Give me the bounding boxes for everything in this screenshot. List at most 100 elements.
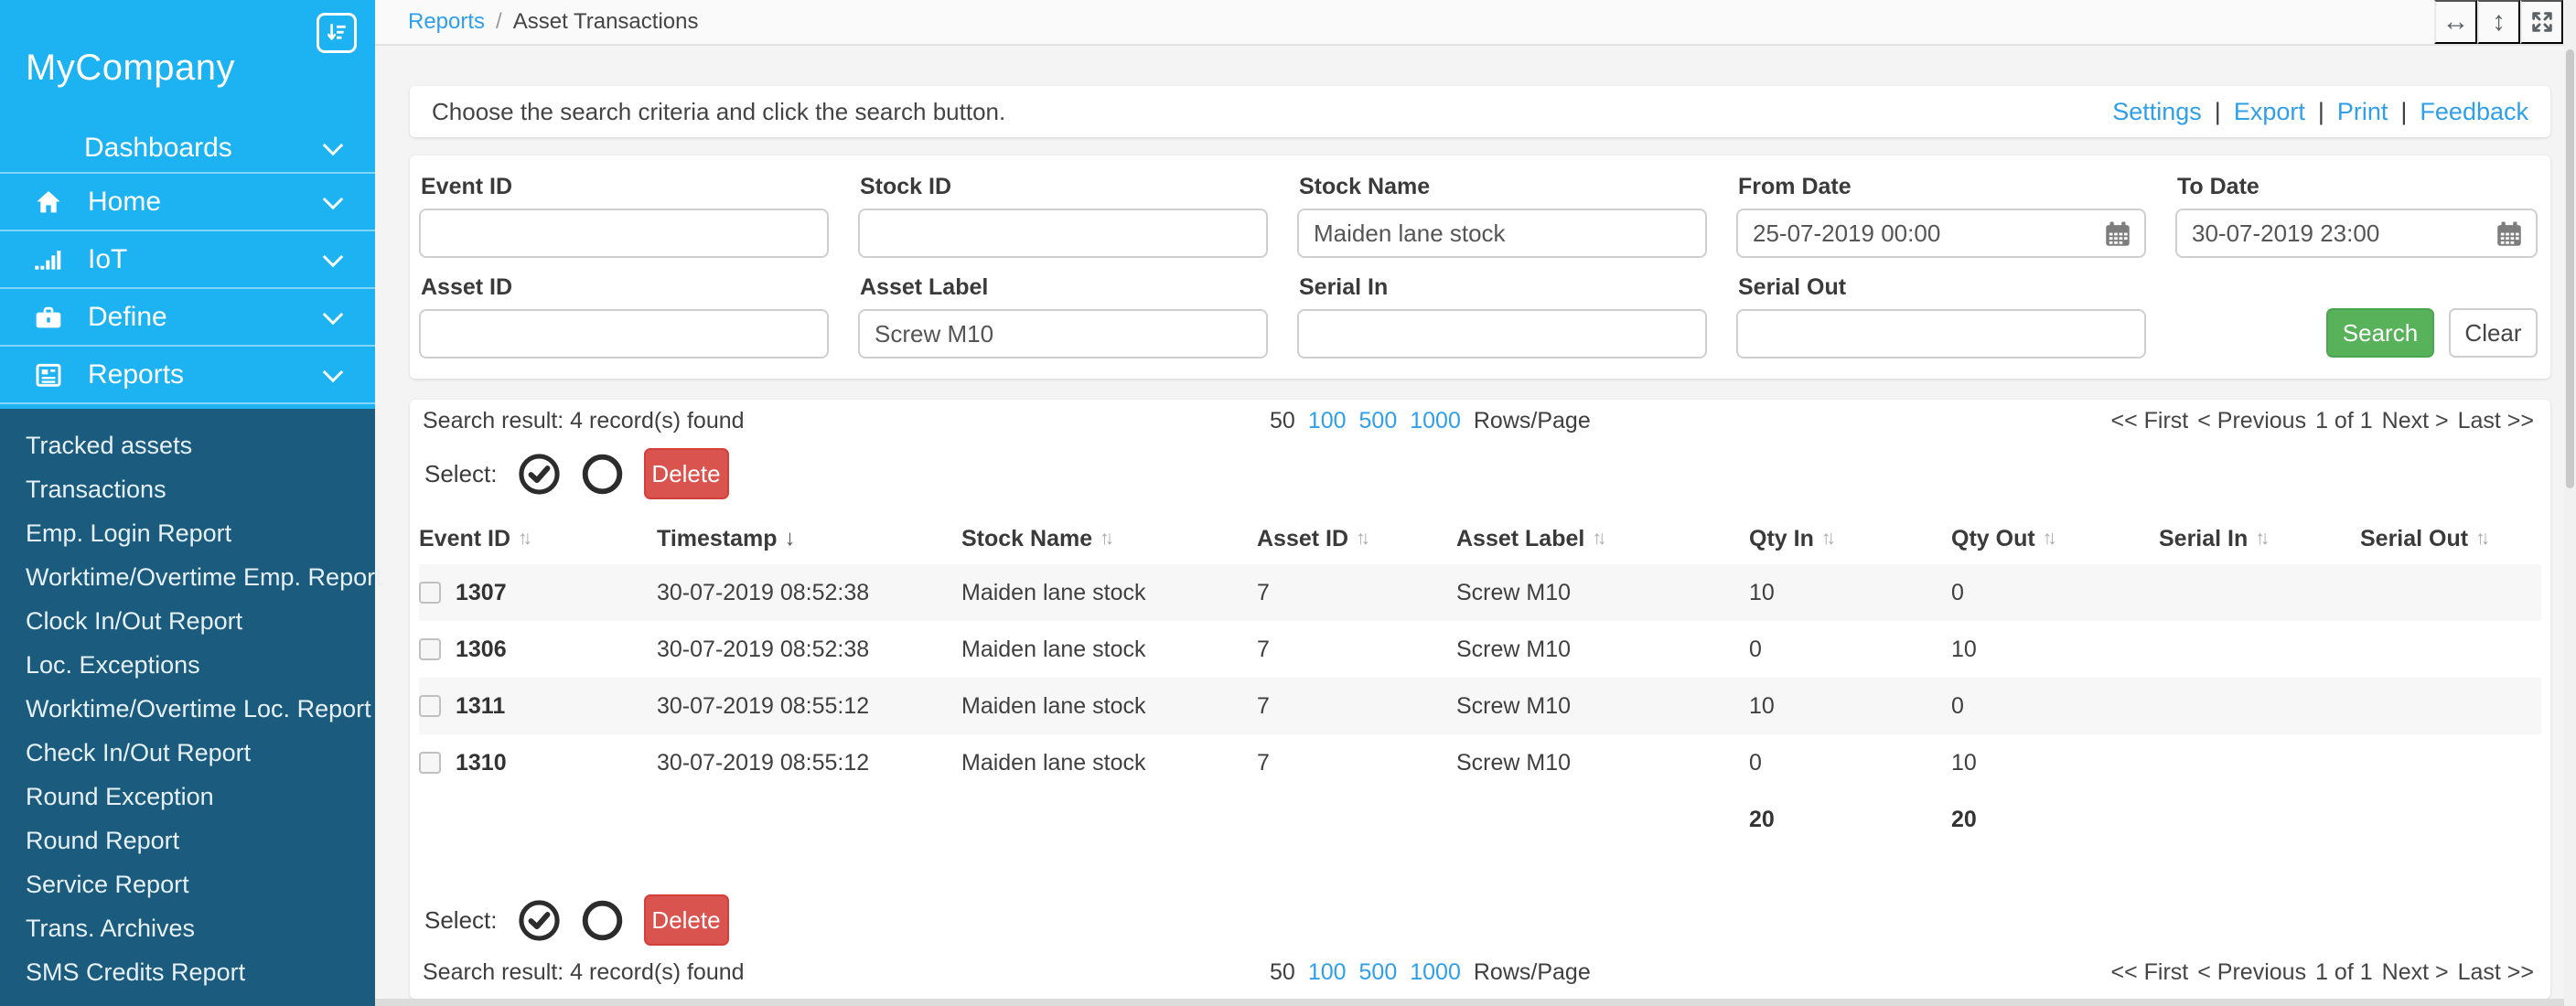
search-button[interactable]: Search (2326, 308, 2434, 358)
column-header-serial-out[interactable]: Serial Out ↑↓ (2360, 526, 2528, 552)
cell-asset-label: Screw M10 (1456, 749, 1572, 776)
fullscreen-button[interactable] (2520, 0, 2563, 44)
row-checkbox[interactable] (419, 752, 441, 774)
deselect-all-icon[interactable] (581, 453, 624, 496)
sort-icon: ↑↓ (1820, 528, 1836, 549)
column-header-asset-id[interactable]: Asset ID ↑↓ (1257, 526, 1456, 552)
sidebar-item-check-in-out-report[interactable]: Check In/Out Report (26, 739, 252, 766)
cell-asset-label: Screw M10 (1456, 579, 1572, 605)
sidebar-item-round-exception[interactable]: Round Exception (26, 783, 214, 810)
stock-id-label: Stock ID (860, 174, 952, 199)
sidebar-item-service-report[interactable]: Service Report (26, 871, 189, 898)
asset-id-field-group: Asset ID (419, 271, 829, 359)
sidebar-item-iot[interactable]: IoT (0, 230, 375, 287)
column-header-qty-out[interactable]: Qty Out ↑↓ (1951, 526, 2159, 552)
feedback-link[interactable]: Feedback (2420, 97, 2528, 125)
rows-per-page-1000[interactable]: 1000 (1410, 407, 1461, 433)
resize-horizontal-button[interactable]: ↔ (2434, 0, 2477, 44)
column-header-stock-name[interactable]: Stock Name ↑↓ (961, 526, 1257, 552)
sidebar-item-define[interactable]: Define (0, 287, 375, 345)
pagination-next[interactable]: Next > (2381, 958, 2449, 985)
stock-id-input[interactable] (858, 209, 1268, 258)
select-all-icon[interactable] (518, 899, 561, 942)
sidebar-item-round-report[interactable]: Round Report (26, 827, 180, 854)
horizontal-scrollbar[interactable] (375, 999, 2564, 1006)
rows-per-page-50[interactable]: 50 (1270, 958, 1295, 985)
event-id-input[interactable] (419, 209, 829, 258)
sidebar-item-clock-in-out-report[interactable]: Clock In/Out Report (26, 607, 243, 635)
column-header-serial-in[interactable]: Serial In ↑↓ (2159, 526, 2360, 552)
delete-button[interactable]: Delete (643, 448, 729, 499)
link-separator: | (2400, 97, 2408, 125)
rows-per-page-100[interactable]: 100 (1307, 407, 1347, 433)
to-date-input[interactable] (2175, 209, 2538, 258)
asset-label-input[interactable] (858, 309, 1268, 359)
breadcrumb-reports-link[interactable]: Reports (408, 9, 486, 34)
message-bar: Choose the search criteria and click the… (410, 86, 2550, 137)
column-header-timestamp[interactable]: Timestamp ↓ (657, 526, 961, 552)
clear-button[interactable]: Clear (2449, 308, 2538, 358)
asset-id-input[interactable] (419, 309, 829, 359)
sort-icon: ↑↓ (2255, 528, 2270, 549)
sidebar-item-home[interactable]: Home (0, 172, 375, 230)
cell-asset-id: 7 (1257, 749, 1270, 776)
cell-asset-id: 7 (1257, 692, 1270, 719)
scrollbar-thumb[interactable] (2566, 49, 2574, 488)
sidebar-item-sms-credits-report[interactable]: SMS Credits Report (26, 958, 246, 986)
stock-name-input[interactable] (1297, 209, 1707, 258)
from-date-input[interactable] (1736, 209, 2146, 258)
sort-icon: ↑↓ (1100, 528, 1114, 549)
row-checkbox[interactable] (419, 638, 441, 660)
pagination-first[interactable]: << First (2110, 958, 2189, 985)
cell-event-id: 1310 (419, 750, 657, 776)
sidebar-item-tracked-assets[interactable]: Tracked assets (26, 432, 193, 459)
row-checkbox[interactable] (419, 582, 441, 604)
stock-name-label: Stock Name (1299, 174, 1431, 199)
sidebar-item-loc-exceptions[interactable]: Loc. Exceptions (26, 651, 200, 679)
sidebar-item-reports[interactable]: Reports (0, 345, 375, 404)
pagination-last[interactable]: Last >> (2457, 958, 2534, 985)
event-id-label: Event ID (421, 174, 513, 199)
column-header-qty-in[interactable]: Qty In ↑↓ (1749, 526, 1951, 552)
rows-per-page-100[interactable]: 100 (1307, 958, 1347, 985)
rows-per-page-500[interactable]: 500 (1358, 407, 1398, 433)
serial-out-input[interactable] (1736, 309, 2146, 359)
pagination-first[interactable]: << First (2110, 407, 2189, 433)
settings-link[interactable]: Settings (2112, 97, 2202, 125)
pagination-last[interactable]: Last >> (2457, 407, 2534, 433)
vertical-scrollbar[interactable] (2564, 0, 2576, 1006)
sidebar-item-emp-login-report[interactable]: Emp. Login Report (26, 519, 232, 547)
brand-title[interactable]: MyCompany (26, 48, 236, 88)
sort-menu-button[interactable] (317, 13, 357, 53)
from-date-calendar-button[interactable] (2102, 218, 2135, 251)
table-header: Event ID ↑↓ Timestamp ↓ Stock Name ↑↓ As… (419, 513, 2541, 564)
pagination-previous[interactable]: < Previous (2197, 958, 2307, 985)
print-link[interactable]: Print (2336, 97, 2388, 125)
rows-per-page-50[interactable]: 50 (1270, 407, 1295, 433)
sidebar-item-trans-archives[interactable]: Trans. Archives (26, 915, 196, 942)
sort-icon: ↑↓ (518, 528, 532, 549)
resize-horizontal-icon: ↔ (2442, 6, 2470, 37)
sidebar-item-worktime-overtime-emp-report[interactable]: Worktime/Overtime Emp. Report (26, 563, 382, 591)
deselect-all-icon[interactable] (581, 899, 624, 942)
to-date-calendar-button[interactable] (2494, 218, 2527, 251)
results-bar-top: Search result: 4 record(s) found 50 100 … (419, 400, 2541, 442)
rows-per-page-500[interactable]: 500 (1358, 958, 1398, 985)
delete-button[interactable]: Delete (643, 894, 729, 946)
serial-out-field-group: Serial Out (1736, 271, 2146, 359)
sidebar-item-dashboards[interactable]: Dashboards (0, 123, 375, 172)
resize-vertical-button[interactable]: ↕ (2477, 0, 2520, 44)
cell-qty-out: 0 (1951, 579, 1964, 605)
sidebar-item-worktime-overtime-loc-report[interactable]: Worktime/Overtime Loc. Report (26, 695, 371, 722)
breadcrumb-current: Asset Transactions (512, 9, 699, 34)
column-header-asset-label[interactable]: Asset Label ↑↓ (1456, 526, 1749, 552)
serial-in-input[interactable] (1297, 309, 1707, 359)
column-header-event-id[interactable]: Event ID ↑↓ (419, 526, 657, 552)
rows-per-page-1000[interactable]: 1000 (1410, 958, 1461, 985)
export-link[interactable]: Export (2233, 97, 2305, 125)
sidebar-item-transactions[interactable]: Transactions (26, 476, 166, 503)
row-checkbox[interactable] (419, 695, 441, 717)
pagination-previous[interactable]: < Previous (2197, 407, 2307, 433)
pagination-next[interactable]: Next > (2381, 407, 2449, 433)
select-all-icon[interactable] (518, 453, 561, 496)
